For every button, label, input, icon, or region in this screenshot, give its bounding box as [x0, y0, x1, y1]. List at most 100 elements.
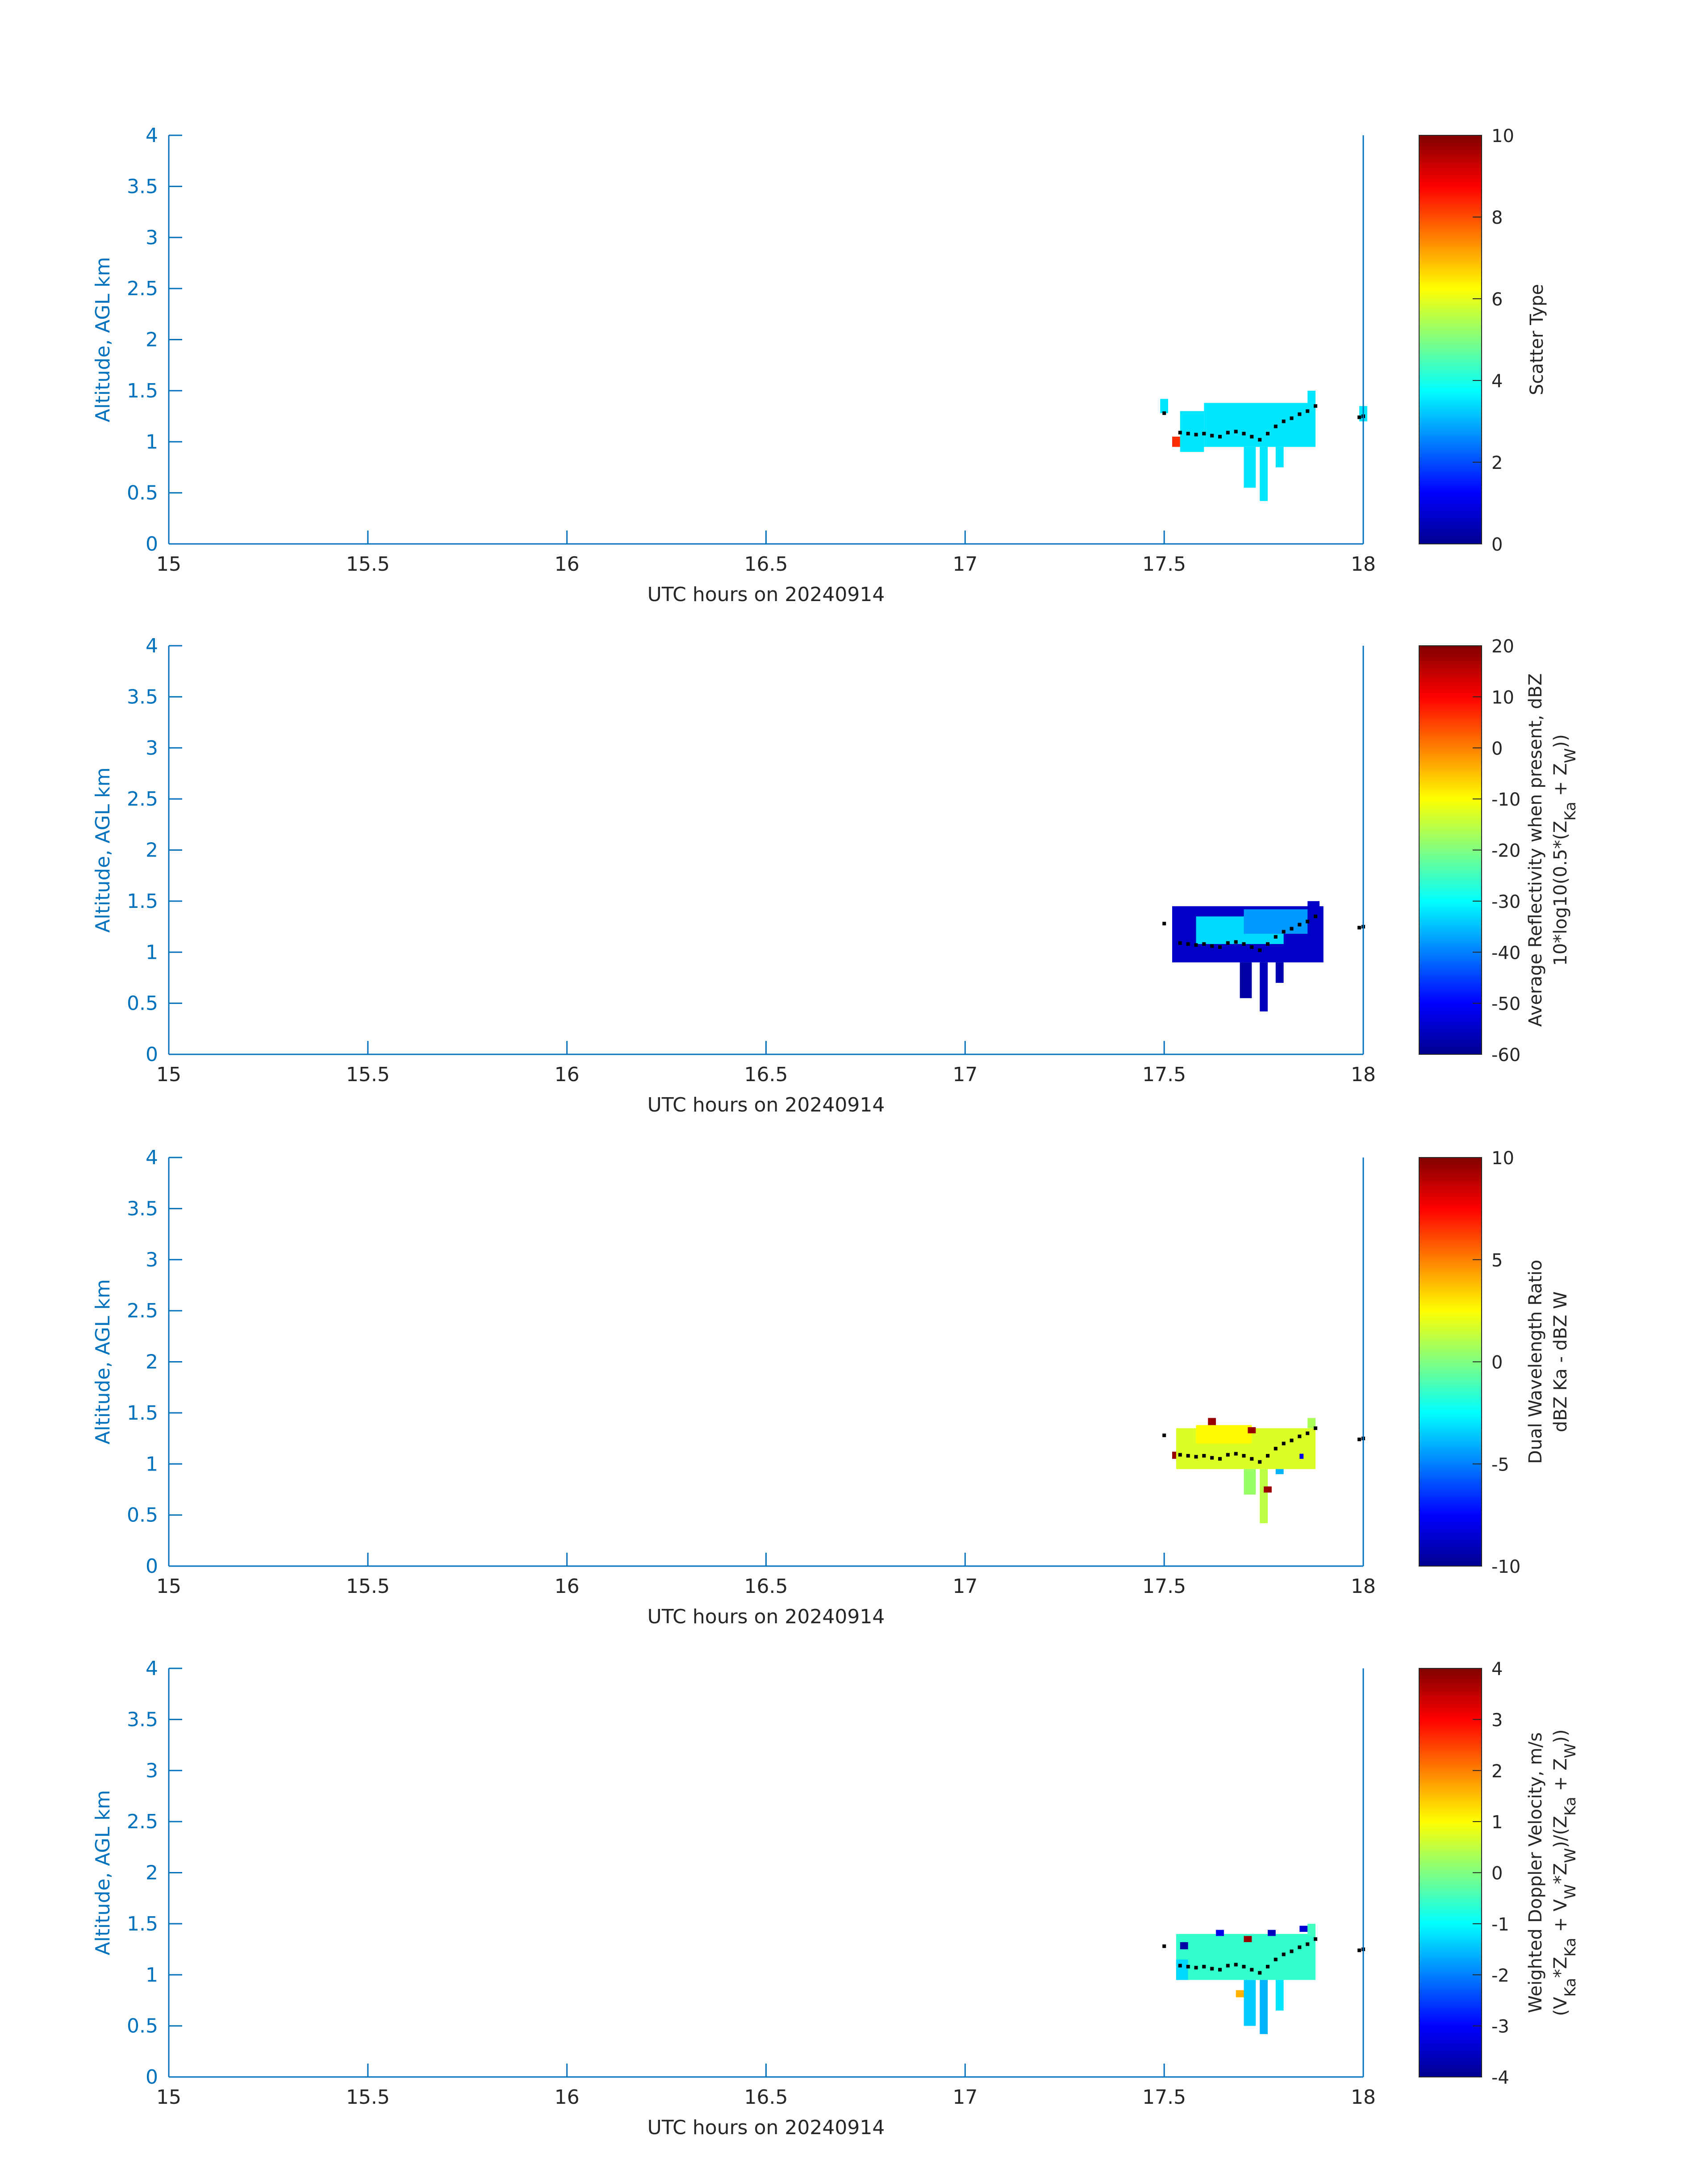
x-tick-label: 15.5 — [346, 1063, 390, 1086]
y-tick-label: 3.5 — [127, 175, 158, 198]
x-tick-label: 18 — [1351, 2086, 1376, 2109]
track-point — [1258, 948, 1262, 952]
colorbar: -4 -3 -2 -1 0 1 2 3 4 Weighted Doppler Velocity, … — [1419, 1659, 1579, 2088]
colorbar-label: Dual Wavelength Ratio — [1525, 1260, 1546, 1464]
track-point — [1298, 1945, 1302, 1949]
y-tick-label: 3.5 — [127, 1197, 158, 1220]
y-tick-label: 1.5 — [127, 890, 158, 913]
y-tick-label: 0.5 — [127, 482, 158, 505]
track-point — [1357, 1948, 1361, 1952]
track-point — [1162, 1944, 1166, 1948]
track-point — [1202, 432, 1206, 435]
track-point — [1314, 915, 1317, 919]
x-tick-label: 15.5 — [346, 553, 390, 576]
heatmap-cell — [1275, 962, 1284, 983]
colorbar-tick-label: -30 — [1491, 892, 1520, 912]
track-point — [1250, 435, 1254, 439]
y-axis-label: Altitude, AGL km — [92, 1790, 114, 1955]
y-tick-label: 0.5 — [127, 2015, 158, 2038]
track-point — [1234, 1452, 1238, 1456]
track-point — [1178, 1964, 1182, 1968]
track-point — [1314, 404, 1317, 408]
y-tick-label: 4 — [146, 1657, 158, 1680]
colorbar-tick-label: -20 — [1491, 841, 1520, 861]
heatmap-cell — [1307, 901, 1320, 911]
track-point — [1357, 1437, 1361, 1442]
track-point — [1242, 432, 1246, 435]
track-point — [1282, 1952, 1286, 1956]
y-tick-label: 3.5 — [127, 685, 158, 708]
y-tick-label: 2.5 — [127, 1300, 158, 1322]
y-tick-label: 4 — [146, 635, 158, 657]
colorbar-tick-label: 6 — [1491, 289, 1503, 310]
heatmap-cell — [1307, 1923, 1315, 1936]
track-point — [1218, 1457, 1222, 1461]
track-point — [1194, 943, 1198, 947]
y-tick-label: 0 — [146, 533, 158, 556]
heatmap-cell — [1180, 411, 1204, 452]
colorbar-tick-label: 0 — [1491, 1864, 1503, 1884]
track-point — [1274, 1446, 1278, 1450]
track-point — [1162, 922, 1166, 926]
y-tick-label: 1.5 — [127, 380, 158, 402]
colorbar-tick-label: 0 — [1491, 739, 1503, 759]
panel-1: 0 0.5 1 1.5 2 2.5 3 3.5 4 15 15.5 16 16.5 17 17.5 18 UTC… — [92, 124, 1547, 606]
track-point — [1282, 1442, 1286, 1446]
colorbar: -60 -50 -40 -30 -20 -10 0 10 20 Average Reflectiv… — [1419, 636, 1579, 1066]
x-tick-label: 17 — [952, 1575, 977, 1598]
y-tick-label: 1 — [146, 1964, 158, 1986]
x-tick-label: 17.5 — [1142, 2086, 1186, 2109]
track-point — [1298, 412, 1302, 416]
colorbar-tick-label: 10 — [1491, 687, 1514, 708]
track-point — [1250, 1968, 1254, 1972]
heatmap-cell — [1260, 1980, 1268, 2034]
x-tick-label: 16.5 — [744, 553, 788, 576]
heatmap-cell — [1240, 962, 1252, 999]
track-point — [1202, 1454, 1206, 1458]
track-point — [1202, 1964, 1206, 1968]
y-tick-label: 2.5 — [127, 277, 158, 300]
y-tick-label: 3 — [146, 737, 158, 760]
heatmap-cell — [1299, 1926, 1308, 1932]
track-point — [1178, 430, 1182, 435]
track-point — [1357, 926, 1361, 930]
colorbar-label: dBZ Ka - dBZ W — [1550, 1291, 1571, 1432]
track-point — [1210, 1967, 1214, 1971]
track-point — [1258, 438, 1262, 442]
y-tick-label: 3 — [146, 1759, 158, 1782]
y-tick-label: 3.5 — [127, 1708, 158, 1731]
colorbar-label: Weighted Doppler Velocity, m/s — [1525, 1732, 1546, 2013]
y-tick-label: 2 — [146, 1351, 158, 1374]
x-tick-label: 15 — [156, 1063, 181, 1086]
colorbar-tick-label: 1 — [1491, 1812, 1503, 1833]
heatmap-cells — [1172, 1418, 1315, 1523]
track-point — [1298, 1434, 1302, 1438]
track-point — [1250, 1457, 1254, 1461]
heatmap-cell — [1244, 1469, 1256, 1495]
track-markers — [1162, 1426, 1365, 1464]
colorbar-tick-label: 5 — [1491, 1250, 1503, 1271]
track-point — [1258, 1971, 1262, 1975]
track-point — [1226, 1964, 1230, 1968]
y-tick-label: 0 — [146, 2066, 158, 2089]
track-point — [1194, 1966, 1198, 1970]
track-point — [1306, 919, 1310, 923]
track-point — [1314, 1937, 1317, 1941]
y-tick-label: 0 — [146, 1555, 158, 1578]
track-point — [1226, 430, 1230, 435]
track-point — [1234, 1963, 1238, 1967]
x-tick-label: 16 — [555, 1575, 580, 1598]
track-point — [1290, 1438, 1294, 1442]
colorbar-tick-label: 10 — [1491, 126, 1514, 146]
track-point — [1314, 1426, 1317, 1430]
heatmap-cell — [1260, 962, 1268, 1011]
heatmap-cell — [1244, 1936, 1252, 1942]
track-point — [1290, 416, 1294, 420]
y-axis-label: Altitude, AGL km — [92, 767, 114, 932]
heatmap-cell — [1160, 399, 1168, 414]
track-point — [1266, 1964, 1270, 1968]
track-point — [1306, 409, 1310, 413]
x-tick-label: 16 — [555, 2086, 580, 2109]
y-tick-label: 2 — [146, 329, 158, 351]
